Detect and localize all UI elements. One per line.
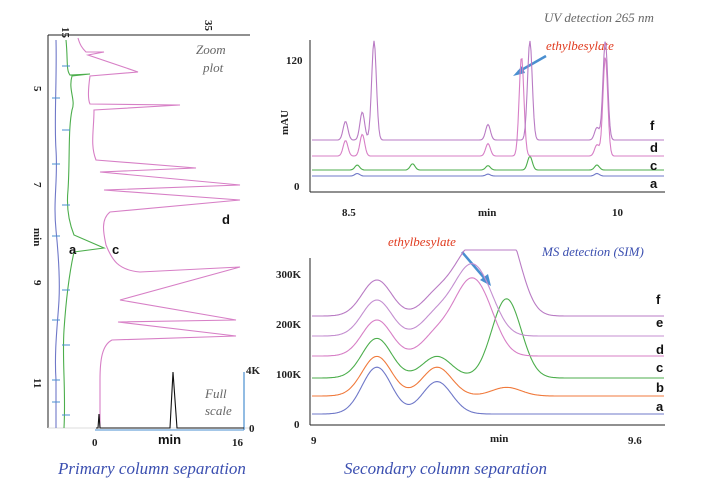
- left-tick-7: 7: [31, 182, 43, 188]
- primary-trace-d: [77, 37, 241, 428]
- uv-x-label: min: [478, 207, 496, 219]
- ms-trace-f: [312, 249, 664, 317]
- ms-y-tick-300k: 300K: [276, 269, 302, 281]
- primary-label-d: d: [222, 212, 230, 227]
- ms-trace-e: [312, 263, 664, 337]
- ms-x-label: min: [490, 433, 508, 445]
- ms-trace-c: [312, 298, 664, 379]
- left-panel: 15 35 5 7 min 9 11 Zoom plot a c d Fu: [31, 20, 261, 478]
- primary-caption: Primary column separation: [57, 459, 246, 478]
- inset-x-max: 16: [232, 437, 244, 449]
- inset-y-min: 0: [249, 423, 255, 435]
- zoom-label-1: Zoom: [196, 42, 226, 57]
- uv-chart: UV detection 265 nm 120 0 mAU 8.5 10 min…: [279, 10, 665, 219]
- uv-x-tick-10: 10: [612, 207, 624, 219]
- ms-trace-d: [312, 277, 664, 357]
- ms-arrow: [461, 251, 487, 281]
- uv-annotation: ethylbesylate: [546, 38, 614, 53]
- ms-trace-a: [312, 366, 664, 415]
- primary-label-c: c: [112, 242, 119, 257]
- zoom-label-2: plot: [202, 60, 224, 75]
- uv-traces: [312, 40, 664, 177]
- uv-title: UV detection 265 nm: [544, 10, 654, 25]
- ms-y-tick-100k: 100K: [276, 369, 302, 381]
- uv-trace-a: [312, 172, 664, 177]
- uv-trace-c: [312, 155, 664, 171]
- ms-y-tick-200k: 200K: [276, 319, 302, 331]
- ms-x-tick-9: 9: [311, 435, 317, 447]
- top-tick-15: 15: [59, 27, 71, 39]
- uv-trace-d: [312, 57, 664, 157]
- uv-y-tick-0: 0: [294, 181, 300, 193]
- inset-x-label: min: [158, 432, 181, 447]
- uv-trace-f: [312, 40, 664, 141]
- ms-label-b: b: [656, 380, 664, 395]
- primary-trace-a: [54, 39, 60, 428]
- ms-annotation: ethylbesylate: [388, 234, 456, 249]
- left-tick-5: 5: [31, 86, 43, 92]
- left-tick-11: 11: [31, 378, 43, 388]
- ms-y-tick-0: 0: [294, 419, 300, 431]
- top-tick-35: 35: [202, 20, 214, 32]
- uv-x-tick-85: 8.5: [342, 207, 356, 219]
- uv-label-f: f: [650, 118, 655, 133]
- inset-y-max: 4K: [246, 365, 261, 377]
- ms-trace-b: [312, 355, 664, 397]
- inset-label-1: Full: [204, 386, 227, 401]
- inset-x-min: 0: [92, 437, 98, 449]
- inset-label-2: scale: [205, 403, 232, 418]
- ms-label-c: c: [656, 360, 663, 375]
- primary-trace-c: [62, 39, 107, 429]
- uv-y-tick-120: 120: [286, 55, 303, 67]
- left-tick-9: 9: [31, 280, 43, 286]
- ms-title: MS detection (SIM): [541, 244, 644, 259]
- uv-label-a: a: [650, 176, 658, 191]
- full-scale-inset: Full scale 4K 0 0 16 min: [92, 365, 261, 449]
- ms-x-tick-96: 9.6: [628, 435, 642, 447]
- ms-traces: [312, 249, 664, 415]
- left-axis-label: min: [31, 228, 43, 246]
- ms-chart: MS detection (SIM) 300K 200K 100K 0 9 9.…: [276, 234, 665, 447]
- full-scale-trace: [96, 371, 244, 429]
- secondary-caption: Secondary column separation: [344, 459, 547, 478]
- ms-label-f: f: [656, 292, 661, 307]
- ms-label-e: e: [656, 315, 663, 330]
- uv-label-c: c: [650, 158, 657, 173]
- ms-label-a: a: [656, 399, 664, 414]
- primary-label-a: a: [69, 242, 77, 257]
- ms-label-d: d: [656, 342, 664, 357]
- uv-label-d: d: [650, 140, 658, 155]
- uv-y-label: mAU: [279, 110, 291, 135]
